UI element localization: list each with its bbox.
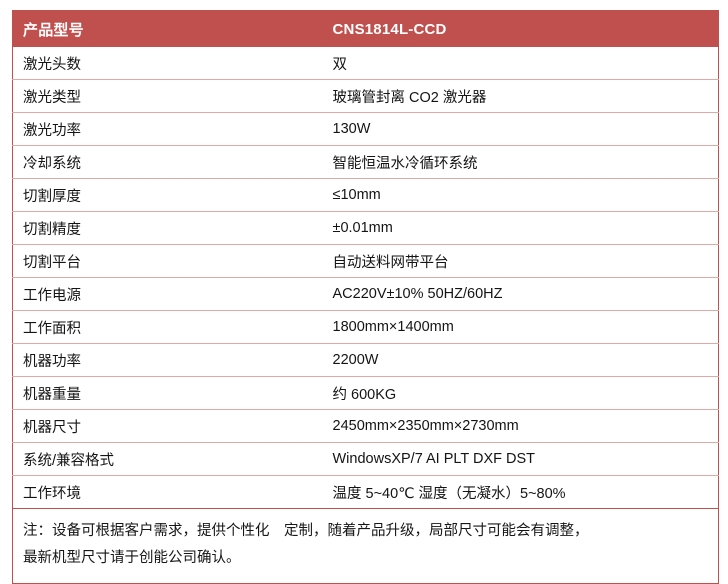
table-row: 工作环境 温度 5~40℃ 湿度（无凝水）5~80% [12, 475, 719, 509]
spec-value-cell: AC220V±10% 50HZ/60HZ [322, 277, 719, 311]
table-row: 切割平台 自动送料网带平台 [12, 244, 719, 278]
spec-label-cell: 工作电源 [12, 277, 323, 311]
spec-label-cell: 工作环境 [12, 475, 323, 509]
table-row: 机器尺寸 2450mm×2350mm×2730mm [12, 409, 719, 443]
note-line-1: 注：设备可根据客户需求，提供个性化 定制，随着产品升级，局部尺寸可能会有调整， [23, 523, 589, 539]
spec-label-cell: 机器尺寸 [12, 409, 323, 443]
table-row: 工作面积 1800mm×1400mm [12, 310, 719, 344]
spec-value-cell: 1800mm×1400mm [322, 310, 719, 344]
header-cell-product-model: 产品型号 [12, 10, 323, 47]
note-line-2: 最新机型尺寸请于创能公司确认。 [23, 549, 241, 566]
table-row: 机器功率 2200W [12, 343, 719, 377]
spec-value-cell: 2200W [322, 343, 719, 377]
table-row: 切割厚度 ≤10mm [12, 178, 719, 212]
spec-value-cell: ≤10mm [322, 178, 719, 212]
spec-label-cell: 机器重量 [12, 376, 323, 410]
spec-label-cell: 切割精度 [12, 211, 323, 245]
table-row: 激光头数双 [12, 47, 719, 80]
spec-label-cell: 切割厚度 [12, 178, 323, 212]
table-row: 激光类型 玻璃管封离 CO2 激光器 [12, 79, 719, 113]
table-row: 冷却系统 智能恒温水冷循环系统 [12, 145, 719, 179]
spec-value-cell: 玻璃管封离 CO2 激光器 [322, 79, 719, 113]
table-row: 工作电源 AC220V±10% 50HZ/60HZ [12, 277, 719, 311]
note-cell: 注：设备可根据客户需求，提供个性化 定制，随着产品升级，局部尺寸可能会有调整， 最… [12, 508, 719, 584]
table-header-row: 产品型号 CNS1814L-CCD [12, 10, 719, 47]
table-row: 切割精度 ±0.01mm [12, 211, 719, 245]
specification-table: 产品型号 CNS1814L-CCD 激光头数双激光类型 玻璃管封离 CO2 激光器… [12, 10, 719, 584]
spec-value-cell: 自动送料网带平台 [322, 244, 719, 278]
spec-label-cell: 系统/兼容格式 [12, 442, 323, 476]
table-note-row: 注：设备可根据客户需求，提供个性化 定制，随着产品升级，局部尺寸可能会有调整， 最… [12, 508, 719, 584]
spec-value-cell: 130W [322, 112, 719, 146]
spec-value-cell: 双 [322, 47, 719, 80]
spec-label-cell: 切割平台 [12, 244, 323, 278]
table-header: 产品型号 CNS1814L-CCD [12, 10, 719, 47]
spec-value-cell: 智能恒温水冷循环系统 [322, 145, 719, 179]
spec-value-cell: ±0.01mm [322, 211, 719, 245]
spec-value-cell: 2450mm×2350mm×2730mm [322, 409, 719, 443]
spec-label-cell: 机器功率 [12, 343, 323, 377]
spec-value-cell: 温度 5~40℃ 湿度（无凝水）5~80% [322, 475, 719, 509]
spec-value-cell: 约 600KG [322, 376, 719, 410]
specification-table-container: 产品型号 CNS1814L-CCD 激光头数双激光类型 玻璃管封离 CO2 激光器… [12, 10, 719, 584]
spec-label-cell: 冷却系统 [12, 145, 323, 179]
table-row: 激光功率 130W [12, 112, 719, 146]
header-cell-model-number: CNS1814L-CCD [322, 10, 719, 47]
table-row: 机器重量约 600KG [12, 376, 719, 410]
table-body: 激光头数双激光类型 玻璃管封离 CO2 激光器 激光功率 130W 冷却系统 智能恒温水冷… [12, 47, 719, 584]
spec-label-cell: 激光功率 [12, 112, 323, 146]
table-row: 系统/兼容格式 WindowsXP/7 AI PLT DXF DST [12, 442, 719, 476]
spec-label-cell: 激光头数 [12, 47, 323, 80]
spec-label-cell: 工作面积 [12, 310, 323, 344]
spec-value-cell: WindowsXP/7 AI PLT DXF DST [322, 442, 719, 476]
spec-label-cell: 激光类型 [12, 79, 323, 113]
